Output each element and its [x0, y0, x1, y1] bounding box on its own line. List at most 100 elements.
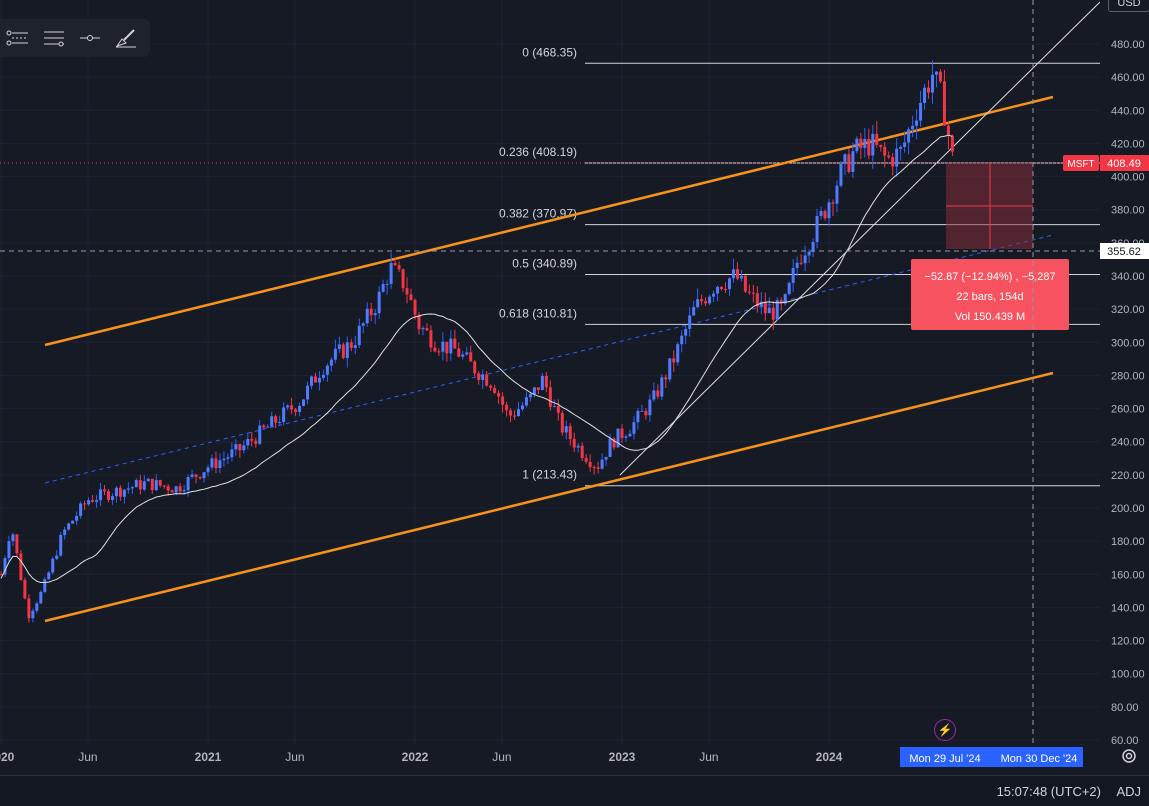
candle-body	[632, 422, 636, 434]
candle-body	[509, 410, 513, 416]
candle-body	[934, 71, 938, 75]
candle-body	[222, 458, 226, 461]
candle-body	[114, 487, 118, 497]
candle-body	[35, 603, 39, 611]
time-axis: 2020 Jun 2021 Jun 2022 Jun 2023 Jun 2024	[0, 750, 843, 764]
candle-body	[59, 534, 63, 556]
candle-body	[409, 294, 413, 301]
settings-lines-icon[interactable]	[38, 22, 70, 54]
y-tick-label: 320.00	[1111, 304, 1145, 316]
candle-body	[656, 390, 660, 397]
candle-body	[278, 422, 282, 424]
multi-line-icon[interactable]	[2, 22, 34, 54]
candle-body	[266, 426, 270, 428]
candle-body	[851, 151, 855, 172]
line-point-icon[interactable]	[74, 22, 106, 54]
candle-body	[254, 440, 258, 444]
currency-label[interactable]: USD	[1108, 0, 1149, 12]
drawing-toolbar	[0, 19, 150, 57]
candle-body	[242, 445, 246, 451]
candle-body	[417, 314, 421, 330]
candle-body	[445, 341, 449, 354]
trend-channel	[44, 1, 1101, 623]
events-bolt-icon[interactable]: ⚡	[934, 719, 956, 741]
candle-body	[931, 74, 934, 93]
candle-body	[608, 438, 612, 457]
candle-body	[787, 282, 791, 295]
candle-body	[290, 405, 294, 410]
fib-label: 0.236 (408.19)	[499, 145, 577, 159]
y-tick-label: 160.00	[1111, 569, 1145, 581]
candle-body	[126, 488, 130, 490]
candle-body	[55, 555, 59, 559]
y-tick-label: 80.00	[1111, 702, 1139, 714]
candle-body	[783, 294, 787, 304]
last-price-label: 408.49	[1107, 158, 1141, 170]
candle-body	[835, 185, 839, 204]
chart-settings-icon[interactable]	[1119, 746, 1139, 766]
y-tick-label: 260.00	[1111, 404, 1145, 416]
candle-body	[855, 138, 859, 152]
candle-body	[365, 308, 369, 324]
y-tick-label: 240.00	[1111, 437, 1145, 449]
candle-body	[684, 328, 688, 336]
y-tick-label: 300.00	[1111, 337, 1145, 349]
candle-body	[927, 87, 931, 93]
y-tick-label: 420.00	[1111, 138, 1145, 150]
candle-body	[843, 154, 847, 164]
candle-body	[178, 486, 182, 492]
candle-body	[879, 144, 883, 147]
candle-body	[692, 307, 696, 316]
candle-body	[720, 286, 724, 289]
candle-body	[795, 262, 799, 269]
status-bar: 15:07:48 (UTC+2) ADJ	[0, 775, 1149, 806]
candle-body	[536, 387, 540, 391]
x-tick-label: Jun	[78, 750, 97, 764]
clock-label[interactable]: 15:07:48 (UTC+2)	[996, 784, 1101, 799]
moving-average-line	[0, 134, 953, 583]
measure-line3: Vol 150.439 M	[955, 311, 1025, 323]
x-tick-label: Jun	[699, 750, 718, 764]
candle-body	[31, 610, 35, 619]
candle-body	[716, 286, 720, 294]
candle-body	[465, 352, 469, 355]
candle-body	[174, 486, 178, 493]
candle-body	[680, 335, 684, 345]
candle-body	[791, 268, 795, 283]
candle-body	[234, 444, 238, 450]
y-tick-label: 60.00	[1111, 735, 1139, 747]
candle-body	[592, 467, 596, 469]
candle-body	[389, 263, 393, 284]
y-tick-label: 140.00	[1111, 602, 1145, 614]
date-tag-range	[900, 747, 1083, 767]
candle-body	[393, 263, 397, 266]
candle-body	[636, 410, 640, 423]
candle-body	[887, 155, 891, 158]
candle-body	[652, 390, 656, 400]
candle-body	[150, 478, 154, 491]
candle-body	[182, 490, 186, 492]
candle-body	[353, 345, 357, 349]
candle-body	[620, 428, 624, 438]
candle-body	[270, 416, 274, 427]
candle-body	[130, 487, 134, 489]
candle-body	[373, 313, 377, 316]
candle-body	[369, 308, 373, 316]
candle-body	[103, 489, 106, 492]
adj-toggle[interactable]: ADJ	[1116, 784, 1141, 799]
candle-body	[71, 520, 75, 524]
candle-body	[413, 300, 417, 315]
candle-body	[453, 338, 457, 349]
x-tick-label: 2020	[0, 750, 15, 764]
candle-body	[166, 486, 170, 491]
candle-body	[576, 445, 580, 448]
candle-body	[39, 591, 43, 604]
brush-icon[interactable]	[110, 22, 142, 54]
candle-body	[385, 283, 389, 285]
candle-body	[755, 293, 759, 307]
candle-body	[867, 138, 871, 156]
measure-box	[911, 259, 1069, 330]
candle-body	[735, 269, 739, 279]
candle-body	[63, 529, 67, 535]
